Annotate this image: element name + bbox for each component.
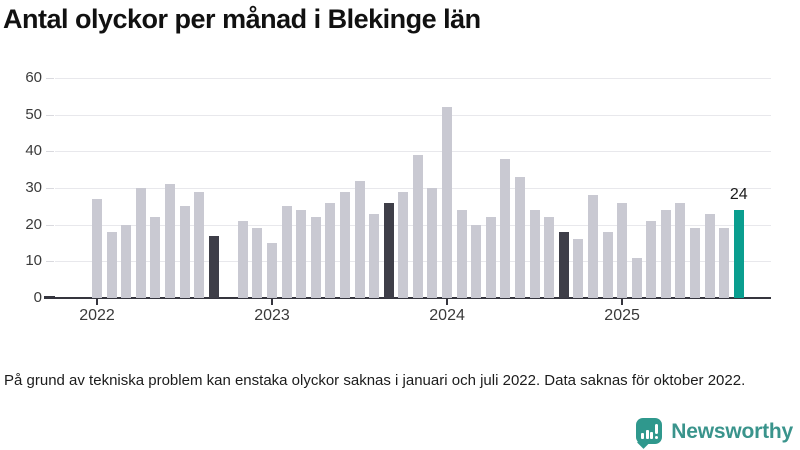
bar-2024-m9	[558, 232, 569, 298]
bar-2022-m9	[208, 236, 219, 298]
bar-2024-m11	[587, 195, 598, 298]
bar-2025-m4	[660, 210, 671, 298]
y-tick-60	[46, 78, 54, 79]
bar-2022-m2	[106, 232, 117, 298]
logo-bar-2	[645, 430, 649, 439]
bar-2024-m1	[442, 107, 453, 298]
bar-2024-m6	[514, 177, 525, 298]
y-axis-label: 50	[25, 106, 42, 123]
newsworthy-speech-bubble-chart-icon	[636, 418, 663, 449]
bar-2022-m6	[164, 184, 175, 298]
x-axis-label-2025: 2025	[604, 307, 640, 324]
bar-2023-m5	[325, 203, 336, 298]
y-tick-40	[46, 151, 54, 152]
gridline-y-40	[55, 151, 771, 152]
last-bar-value-label: 24	[729, 186, 748, 203]
bar-2023-m1	[267, 243, 278, 298]
bar-2023-m4	[310, 217, 321, 298]
bar-2025-m3	[646, 221, 657, 298]
bar-2025-m8	[719, 228, 730, 298]
bar-2023-m11	[412, 155, 423, 298]
y-tick-30	[46, 188, 54, 189]
logo-bar-3	[650, 432, 654, 439]
newsworthy-wordmark: Newsworthy	[671, 419, 793, 443]
bar-2023-m7	[354, 181, 365, 298]
logo-exclamation-dot	[654, 436, 658, 439]
bar-2022-m4	[135, 188, 146, 298]
y-axis-label: 10	[25, 252, 42, 269]
bar-chart-plot: 0 10 20 30 40 50 60 2022 2023 2024 2025 24	[25, 69, 771, 324]
x-tick-2023	[271, 299, 274, 305]
y-tick-20	[46, 225, 54, 226]
bar-2025-m2	[631, 258, 642, 298]
x-axis-label-2024: 2024	[429, 307, 465, 324]
gridline-y-50	[55, 115, 771, 116]
bar-2022-m1	[92, 199, 102, 298]
bar-2024-m5	[500, 159, 511, 298]
bar-2023-m9	[383, 203, 394, 298]
y-axis-label: 30	[25, 179, 42, 196]
bar-2022-m8	[194, 192, 205, 298]
y-tick-10	[46, 261, 54, 262]
logo-bar-1	[641, 433, 645, 439]
bar-2023-m8	[369, 214, 380, 298]
bar-2025-m7	[704, 214, 715, 298]
bar-2022-m5	[150, 217, 161, 298]
bar-2024-m2	[456, 210, 467, 298]
bar-2022-m12	[252, 228, 263, 298]
bar-2022-m3	[121, 225, 132, 298]
bar-2024-m12	[602, 232, 613, 298]
gridline-y-60	[55, 78, 771, 79]
y-axis-label: 60	[25, 69, 42, 86]
bar-2023-m2	[281, 206, 292, 298]
x-axis-line	[55, 297, 771, 299]
y-tick-0	[44, 296, 55, 299]
bar-2025-m1	[617, 203, 628, 298]
x-tick-2025	[621, 299, 624, 305]
bar-2024-m3	[471, 225, 482, 298]
x-tick-2022	[96, 299, 98, 305]
bar-2023-m3	[296, 210, 307, 298]
bar-2022-m7	[179, 206, 190, 298]
bar-2025-m6	[690, 228, 701, 298]
bar-2025-m5	[675, 203, 686, 298]
x-tick-2024	[446, 299, 449, 305]
bar-2024-m10	[573, 239, 584, 298]
bar-2025-m9	[733, 210, 744, 298]
chart-footnote: På grund av tekniska problem kan enstaka…	[4, 372, 746, 389]
bar-2023-m6	[339, 192, 350, 298]
bar-2024-m8	[544, 217, 555, 298]
bar-2024-m4	[485, 217, 496, 298]
chart-title: Antal olyckor per månad i Blekinge län	[3, 4, 481, 34]
y-tick-50	[46, 115, 54, 116]
logo-exclamation-stroke	[654, 424, 658, 434]
y-axis-label: 20	[25, 216, 42, 233]
x-axis-label-2022: 2022	[79, 307, 115, 324]
x-axis-label-2023: 2023	[254, 307, 290, 324]
bar-2023-m10	[398, 192, 409, 298]
y-axis-label: 40	[25, 142, 42, 159]
bar-2023-m12	[427, 188, 438, 298]
bar-2024-m7	[529, 210, 540, 298]
y-axis-label: 0	[33, 289, 42, 306]
newsworthy-logo: Newsworthy	[636, 418, 793, 449]
bar-2022-m11	[237, 221, 248, 298]
